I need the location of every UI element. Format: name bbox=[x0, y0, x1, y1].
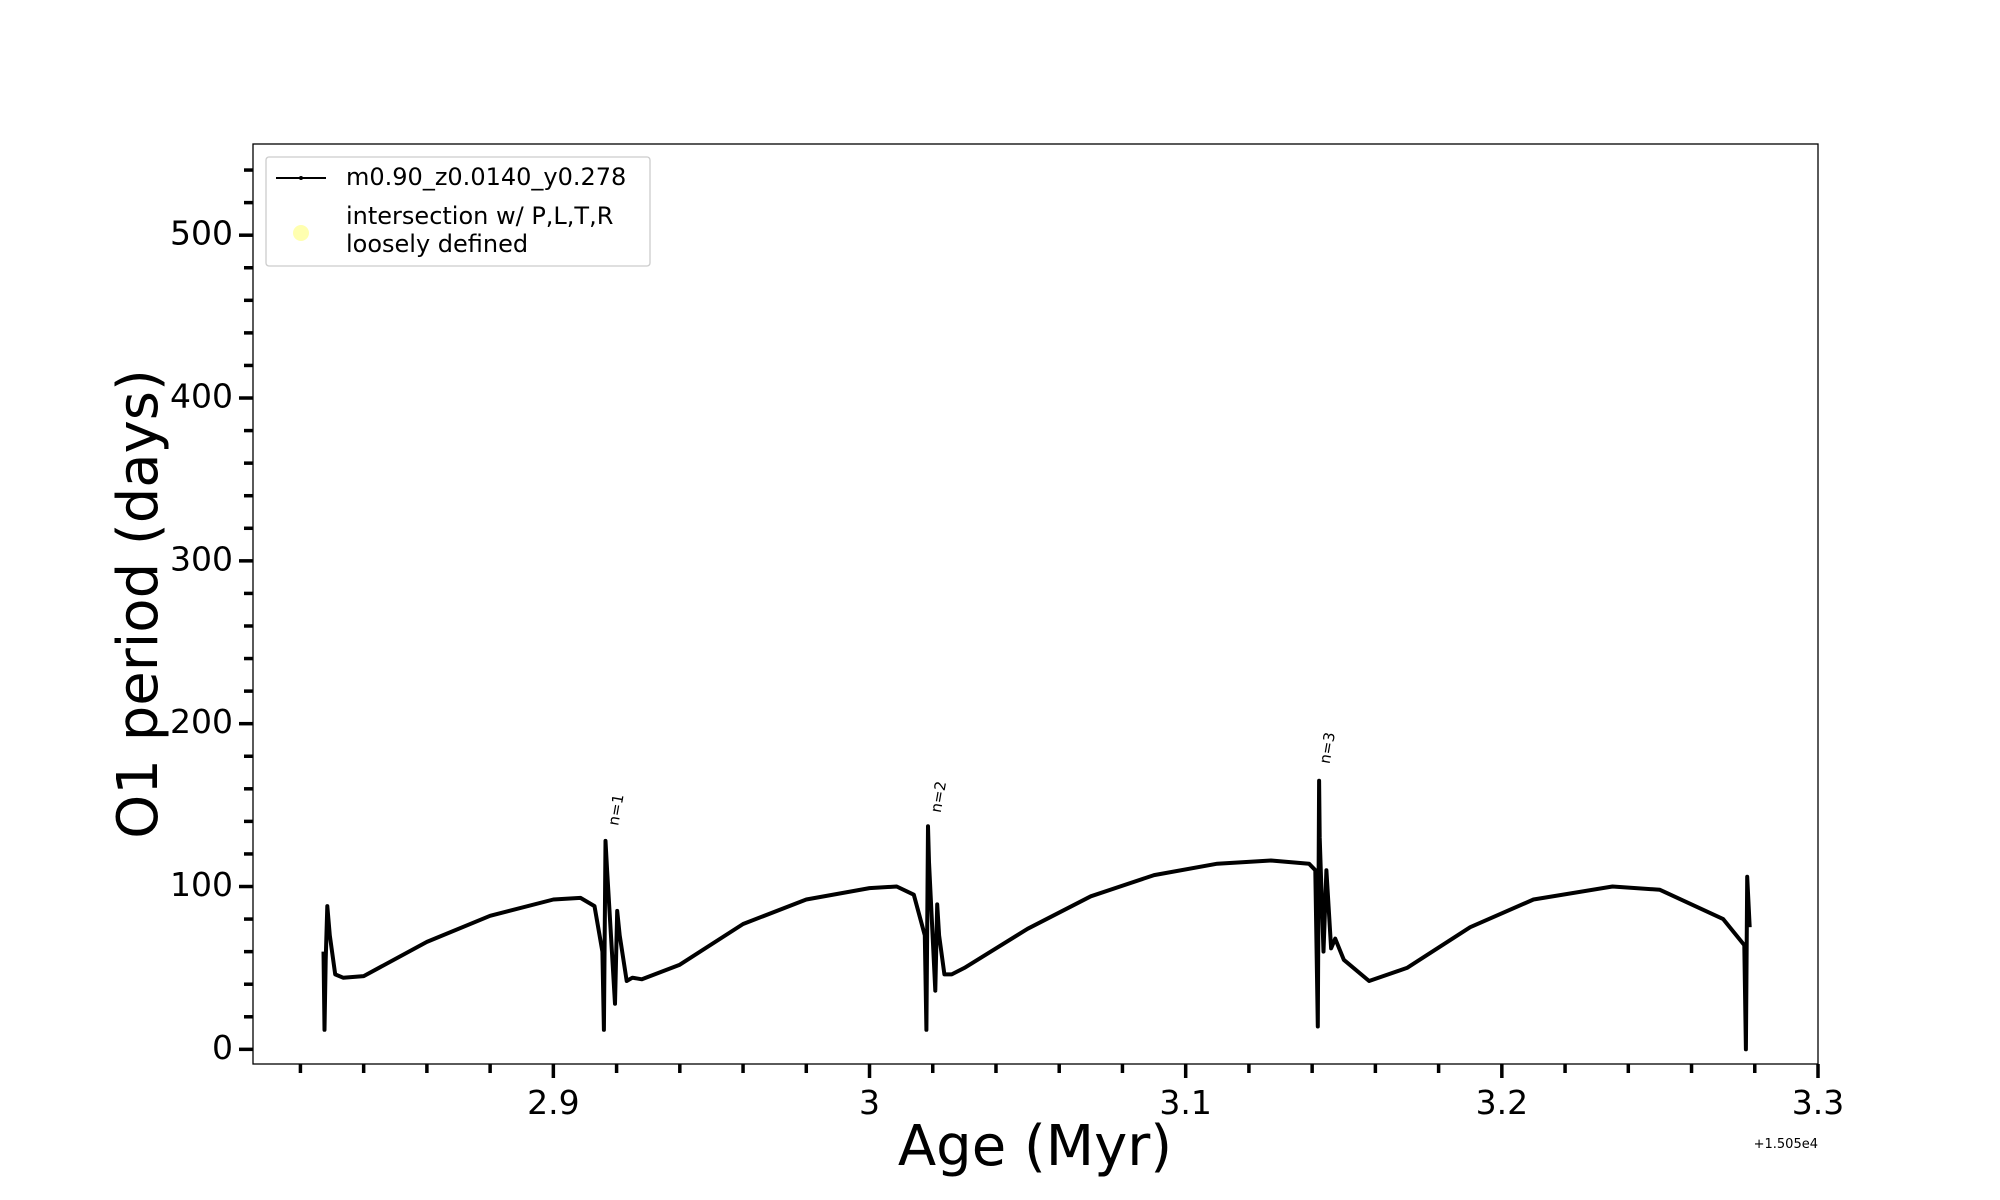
legend-label: m0.90_z0.0140_y0.278 bbox=[346, 163, 626, 191]
y-tick-label: 100 bbox=[170, 865, 233, 904]
y-tick-label: 200 bbox=[170, 702, 233, 741]
x-tick-label: 3.2 bbox=[1476, 1083, 1528, 1122]
plot-frame bbox=[252, 143, 1819, 1065]
annotation: n=1 bbox=[604, 793, 627, 827]
x-tick-label: 2.9 bbox=[527, 1083, 579, 1122]
y-tick-label: 400 bbox=[170, 377, 233, 416]
series-line bbox=[321, 778, 1752, 1052]
x-axis-label: Age (Myr) bbox=[898, 1114, 1172, 1179]
y-tick-label: 300 bbox=[170, 539, 233, 578]
y-axis-label: O1 period (days) bbox=[106, 369, 171, 839]
legend-box bbox=[265, 156, 651, 267]
x-tick-label: 3 bbox=[859, 1083, 880, 1122]
y-tick-label: 500 bbox=[170, 214, 233, 253]
legend-marker bbox=[293, 225, 309, 241]
legend-label: intersection w/ P,L,T,R bbox=[346, 202, 613, 230]
y-tick-label: 0 bbox=[212, 1028, 233, 1067]
annotation: n=2 bbox=[927, 780, 950, 814]
x-tick-label: 3.3 bbox=[1792, 1083, 1844, 1122]
x-offset-label: +1.505e4 bbox=[1754, 1137, 1818, 1152]
legend-label: loosely defined bbox=[346, 230, 528, 258]
annotation: n=3 bbox=[1316, 731, 1339, 765]
legend-marker bbox=[299, 176, 303, 180]
x-tick-label: 3.1 bbox=[1159, 1083, 1211, 1122]
